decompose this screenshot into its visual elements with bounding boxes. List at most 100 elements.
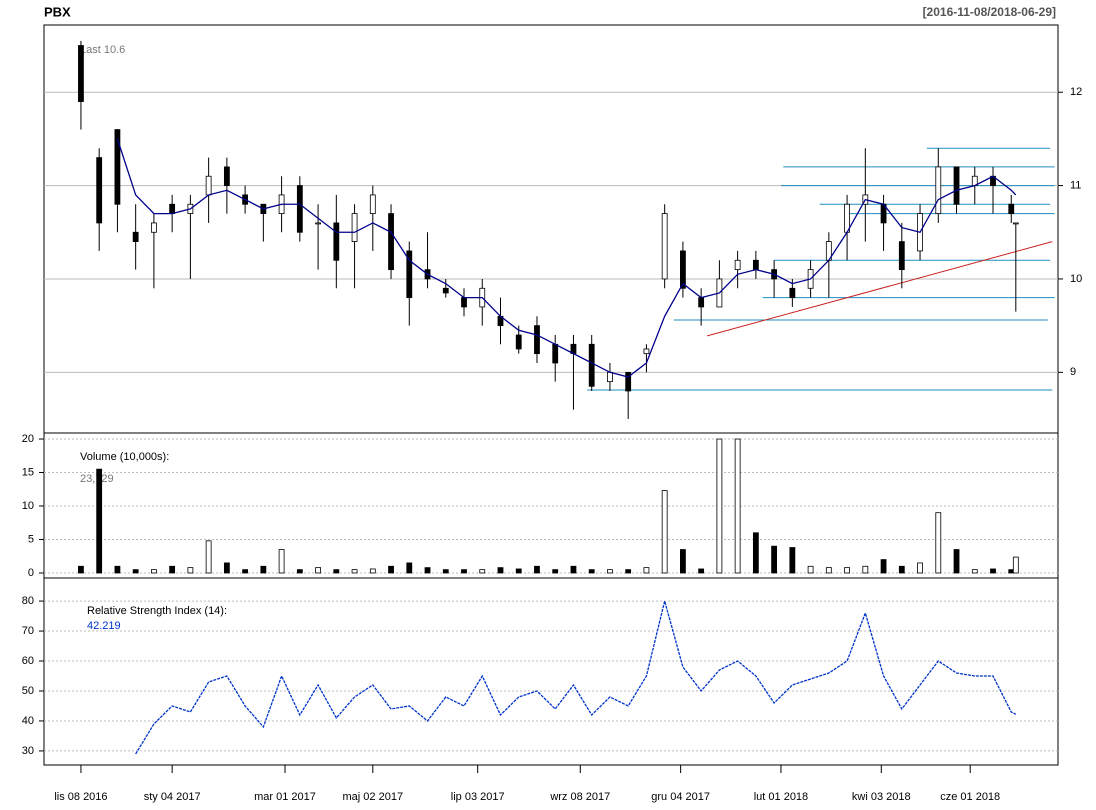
- volume-bar: [278, 549, 285, 574]
- candle-body: [752, 259, 759, 271]
- y-tick-label: 80: [22, 595, 34, 607]
- candle-body: [588, 343, 595, 387]
- candle-body: [351, 213, 358, 243]
- volume-bar: [369, 568, 376, 574]
- volume-bar: [734, 438, 741, 574]
- candle-body: [205, 175, 212, 196]
- chart-title: PBX: [44, 4, 71, 19]
- rsi-last-label: 42.219: [87, 620, 121, 632]
- y-tick-label: 10: [1070, 273, 1082, 285]
- candle-body: [223, 166, 230, 186]
- plot-frame: [43, 24, 1059, 766]
- candle-body: [78, 45, 84, 102]
- volume-bar: [78, 565, 84, 574]
- y-tick-label: 40: [22, 715, 34, 727]
- volume-bar: [698, 568, 705, 574]
- volume-bar: [515, 568, 522, 574]
- x-tick-label: sty 04 2017: [144, 791, 201, 803]
- volume-bar: [388, 565, 394, 574]
- volume-bar: [935, 512, 942, 574]
- candle-body: [698, 297, 705, 308]
- volume-bar: [716, 438, 723, 574]
- volume-bar: [351, 569, 358, 574]
- x-tick-label: lut 01 2018: [754, 791, 808, 803]
- volume-bar: [424, 567, 431, 574]
- candle-body: [680, 250, 686, 289]
- rsi-label: Relative Strength Index (14):: [87, 605, 227, 617]
- y-tick-label: 60: [22, 655, 34, 667]
- volume-bar: [223, 562, 230, 574]
- x-tick-label: lip 03 2017: [451, 791, 505, 803]
- candle-body: [442, 287, 449, 294]
- y-tick-label: 20: [22, 433, 34, 445]
- x-tick-label: cze 01 2018: [940, 791, 1000, 803]
- volume-bar: [497, 567, 504, 574]
- x-tick-label: gru 04 2017: [651, 791, 710, 803]
- volume-bar: [844, 567, 850, 574]
- volume-bar: [132, 569, 139, 574]
- candle-body: [953, 166, 960, 205]
- volume-bar: [242, 569, 249, 574]
- volume-bar: [971, 569, 978, 574]
- volume-bar: [315, 567, 321, 574]
- volume-bar: [807, 565, 814, 574]
- volume-bar: [151, 569, 157, 574]
- volume-bar: [588, 569, 595, 574]
- volume-bar: [552, 569, 559, 574]
- candle-body: [114, 129, 121, 205]
- y-tick-label: 0: [28, 567, 34, 579]
- y-tick-label: 50: [22, 685, 34, 697]
- volume-bar: [862, 565, 869, 574]
- volume-bar: [898, 565, 905, 574]
- volume-bar: [880, 559, 887, 574]
- y-tick-label: 9: [1070, 366, 1076, 378]
- y-tick-label: 70: [22, 625, 34, 637]
- x-tick-label: maj 02 2017: [343, 791, 404, 803]
- volume-bar: [953, 549, 960, 574]
- volume-bar: [661, 490, 668, 574]
- volume-bar: [917, 562, 923, 574]
- volume-bar: [333, 569, 340, 574]
- volume-bar: [643, 567, 650, 574]
- trend-line: [706, 241, 1053, 337]
- volume-bar: [625, 569, 632, 574]
- candle-body: [898, 241, 905, 271]
- y-tick-label: 30: [22, 745, 34, 757]
- candle-body: [296, 185, 303, 233]
- sma-line: [116, 138, 1017, 378]
- candle-body: [515, 334, 522, 350]
- volume-bar: [205, 540, 212, 574]
- y-tick-label: 11: [1070, 179, 1081, 191]
- candle-body: [96, 157, 103, 224]
- candle-body: [461, 297, 467, 308]
- volume-bar: [442, 569, 449, 574]
- candle-body: [534, 325, 540, 355]
- candle-body: [643, 348, 650, 355]
- y-tick-label: 5: [28, 533, 34, 545]
- candle-body: [406, 250, 413, 299]
- candle-body: [734, 259, 741, 271]
- volume-label: Volume (10,000s):: [80, 451, 169, 463]
- x-tick-label: wrz 08 2017: [549, 791, 610, 803]
- candle-body: [1008, 203, 1015, 214]
- candle-body: [1012, 222, 1019, 225]
- volume-bar: [680, 549, 686, 574]
- candle-body: [151, 222, 157, 233]
- candle-body: [388, 213, 394, 271]
- candle-body: [315, 222, 321, 225]
- x-tick-label: mar 01 2017: [254, 791, 316, 803]
- y-tick-label: 15: [22, 466, 34, 478]
- last-price-label: Last 10.6: [80, 44, 125, 56]
- volume-bar: [534, 565, 540, 574]
- volume-bar: [570, 565, 577, 574]
- volume-bar: [406, 562, 413, 574]
- candle-body: [369, 194, 376, 214]
- volume-bar: [789, 547, 796, 574]
- volume-bar: [479, 569, 486, 574]
- volume-bar: [114, 565, 121, 574]
- volume-bar: [169, 565, 176, 574]
- candle-body: [789, 287, 796, 299]
- volume-bar: [771, 545, 778, 574]
